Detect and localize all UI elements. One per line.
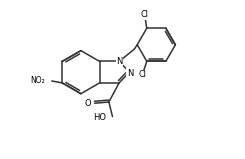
- Text: NO₂: NO₂: [30, 76, 45, 86]
- Text: O: O: [84, 99, 91, 108]
- Text: Cl: Cl: [140, 10, 148, 19]
- Text: Cl: Cl: [138, 70, 146, 79]
- Text: HO: HO: [93, 113, 106, 122]
- Text: N: N: [127, 69, 133, 78]
- Text: N: N: [116, 57, 122, 66]
